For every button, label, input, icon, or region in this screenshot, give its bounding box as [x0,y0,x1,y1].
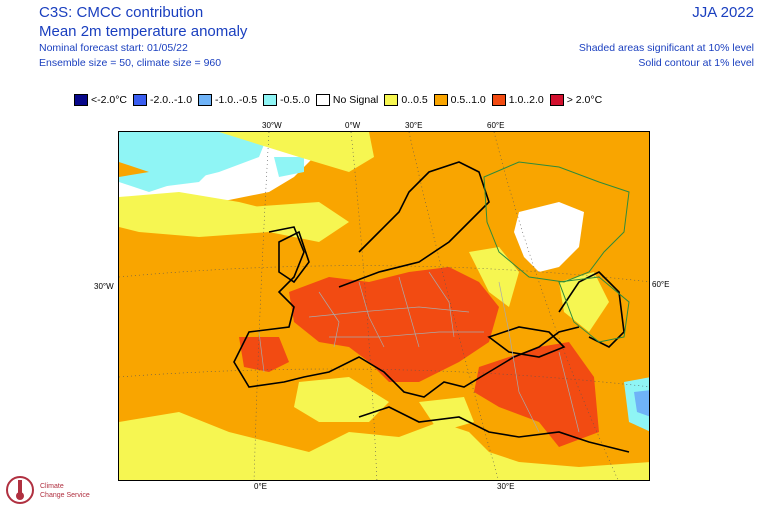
significance-note: Shaded areas significant at 10% level [578,42,754,54]
orange-patch-west [119,162,149,177]
legend-swatch [315,94,330,106]
legend-swatch [133,94,148,106]
legend-label: 1.0..2.0 [508,94,544,106]
lon-tick-right-60e: 60°E [652,280,670,289]
logo-circle [6,476,34,504]
border-line [258,331,265,373]
border-line [558,351,580,433]
legend-swatch [433,94,448,106]
yellow-atlantic [119,192,279,237]
black-sea-coast [487,326,566,358]
anomaly-map [118,131,650,481]
legend-label: No Signal [332,94,379,106]
yellow-eastern-europe [469,247,519,307]
legend-label: -2.0..-1.0 [150,94,193,106]
legend-item: No Signal [315,94,379,106]
coastlines [233,161,630,453]
legend: <-2.0°C -2.0..-1.0 -1.0..-0.5 -0.5..0 No… [74,92,608,108]
subtitle: Mean 2m temperature anomaly [39,23,248,40]
borders [258,271,580,433]
logo-mark [6,476,34,504]
border-line [498,281,540,433]
logo-line-2: Change Service [40,492,90,499]
legend-swatch [549,94,564,106]
legend-item: 1.0..2.0 [491,94,544,106]
contour-note: Solid contour at 1% level [638,57,754,69]
lon-tick-0w: 0°W [345,121,361,130]
north-africa-coast [358,406,630,453]
border-line [329,331,484,338]
lon-tick-bottom-0e: 0°E [254,482,267,491]
cyan-patch-north [274,157,304,177]
border-line [308,306,470,318]
legend-label: -0.5..0 [280,94,310,106]
legend-item: 0..0.5 [384,94,428,106]
scandinavia-coast [338,161,490,288]
legend-swatch [491,94,506,106]
graticule-line [408,132,499,480]
forecast-start: Nominal forecast start: 01/05/22 [39,42,188,54]
legend-item: -0.5..0 [263,94,310,106]
graticule-line [493,132,619,480]
graticule [119,132,649,480]
blue-east-edge [634,390,649,417]
copernicus-logo: Climate Change Service [4,470,114,514]
lon-tick-60e: 60°E [487,121,505,130]
yellow-eastern-med [419,397,474,432]
thermometer-icon [18,480,22,494]
lon-tick-bottom-30e: 30°E [497,482,515,491]
europe-coast [233,226,580,398]
lon-tick-30w: 30°W [262,121,282,130]
legend-label: 0.5..1.0 [450,94,486,106]
significance-contour [483,161,630,343]
legend-swatch [263,94,278,106]
logo-text: Climate Change Service [40,482,90,500]
legend-item: <-2.0°C [74,94,127,106]
britain-coast [278,230,310,284]
ensemble-size: Ensemble size = 50, climate size = 960 [39,57,222,69]
border-line [398,276,420,348]
caspian-coast [558,271,625,348]
cyan-atlantic-2 [134,147,219,187]
legend-item: -1.0..-0.5 [198,94,257,106]
anomaly-map-svg [119,132,649,480]
yellow-biscay [249,202,349,242]
legend-swatch [384,94,399,106]
yellow-north-africa [119,412,649,480]
legend-label: <-2.0°C [91,94,128,106]
legend-swatch [198,94,213,106]
contour-line [483,161,630,283]
legend-label: -1.0..-0.5 [215,94,258,106]
lon-tick-left-30w: 30°W [94,282,114,291]
season-label: JJA 2022 [692,4,754,21]
graticule-line [350,132,378,480]
legend-item: -2.0..-1.0 [133,94,192,106]
yellow-north [219,132,374,172]
red-middle-east [474,342,599,447]
yellow-caspian [559,272,609,332]
no-signal-russia [514,202,584,272]
title: C3S: CMCC contribution [39,4,204,21]
lon-tick-30e: 30°E [405,121,423,130]
border-line [318,291,340,348]
legend-label: > 2.0°C [566,94,603,106]
logo-line-1: Climate [40,483,64,490]
thermometer-bulb-icon [16,492,24,500]
red-iberia [239,337,289,372]
border-line [428,271,455,338]
contour-line [558,276,630,343]
legend-swatch [74,94,88,106]
legend-label: 0..0.5 [401,94,428,106]
red-central-europe [289,267,499,382]
yellow-mediterranean [294,377,389,422]
legend-item: 0.5..1.0 [433,94,486,106]
graticule-line [253,132,270,480]
legend-item: > 2.0°C [549,94,603,106]
